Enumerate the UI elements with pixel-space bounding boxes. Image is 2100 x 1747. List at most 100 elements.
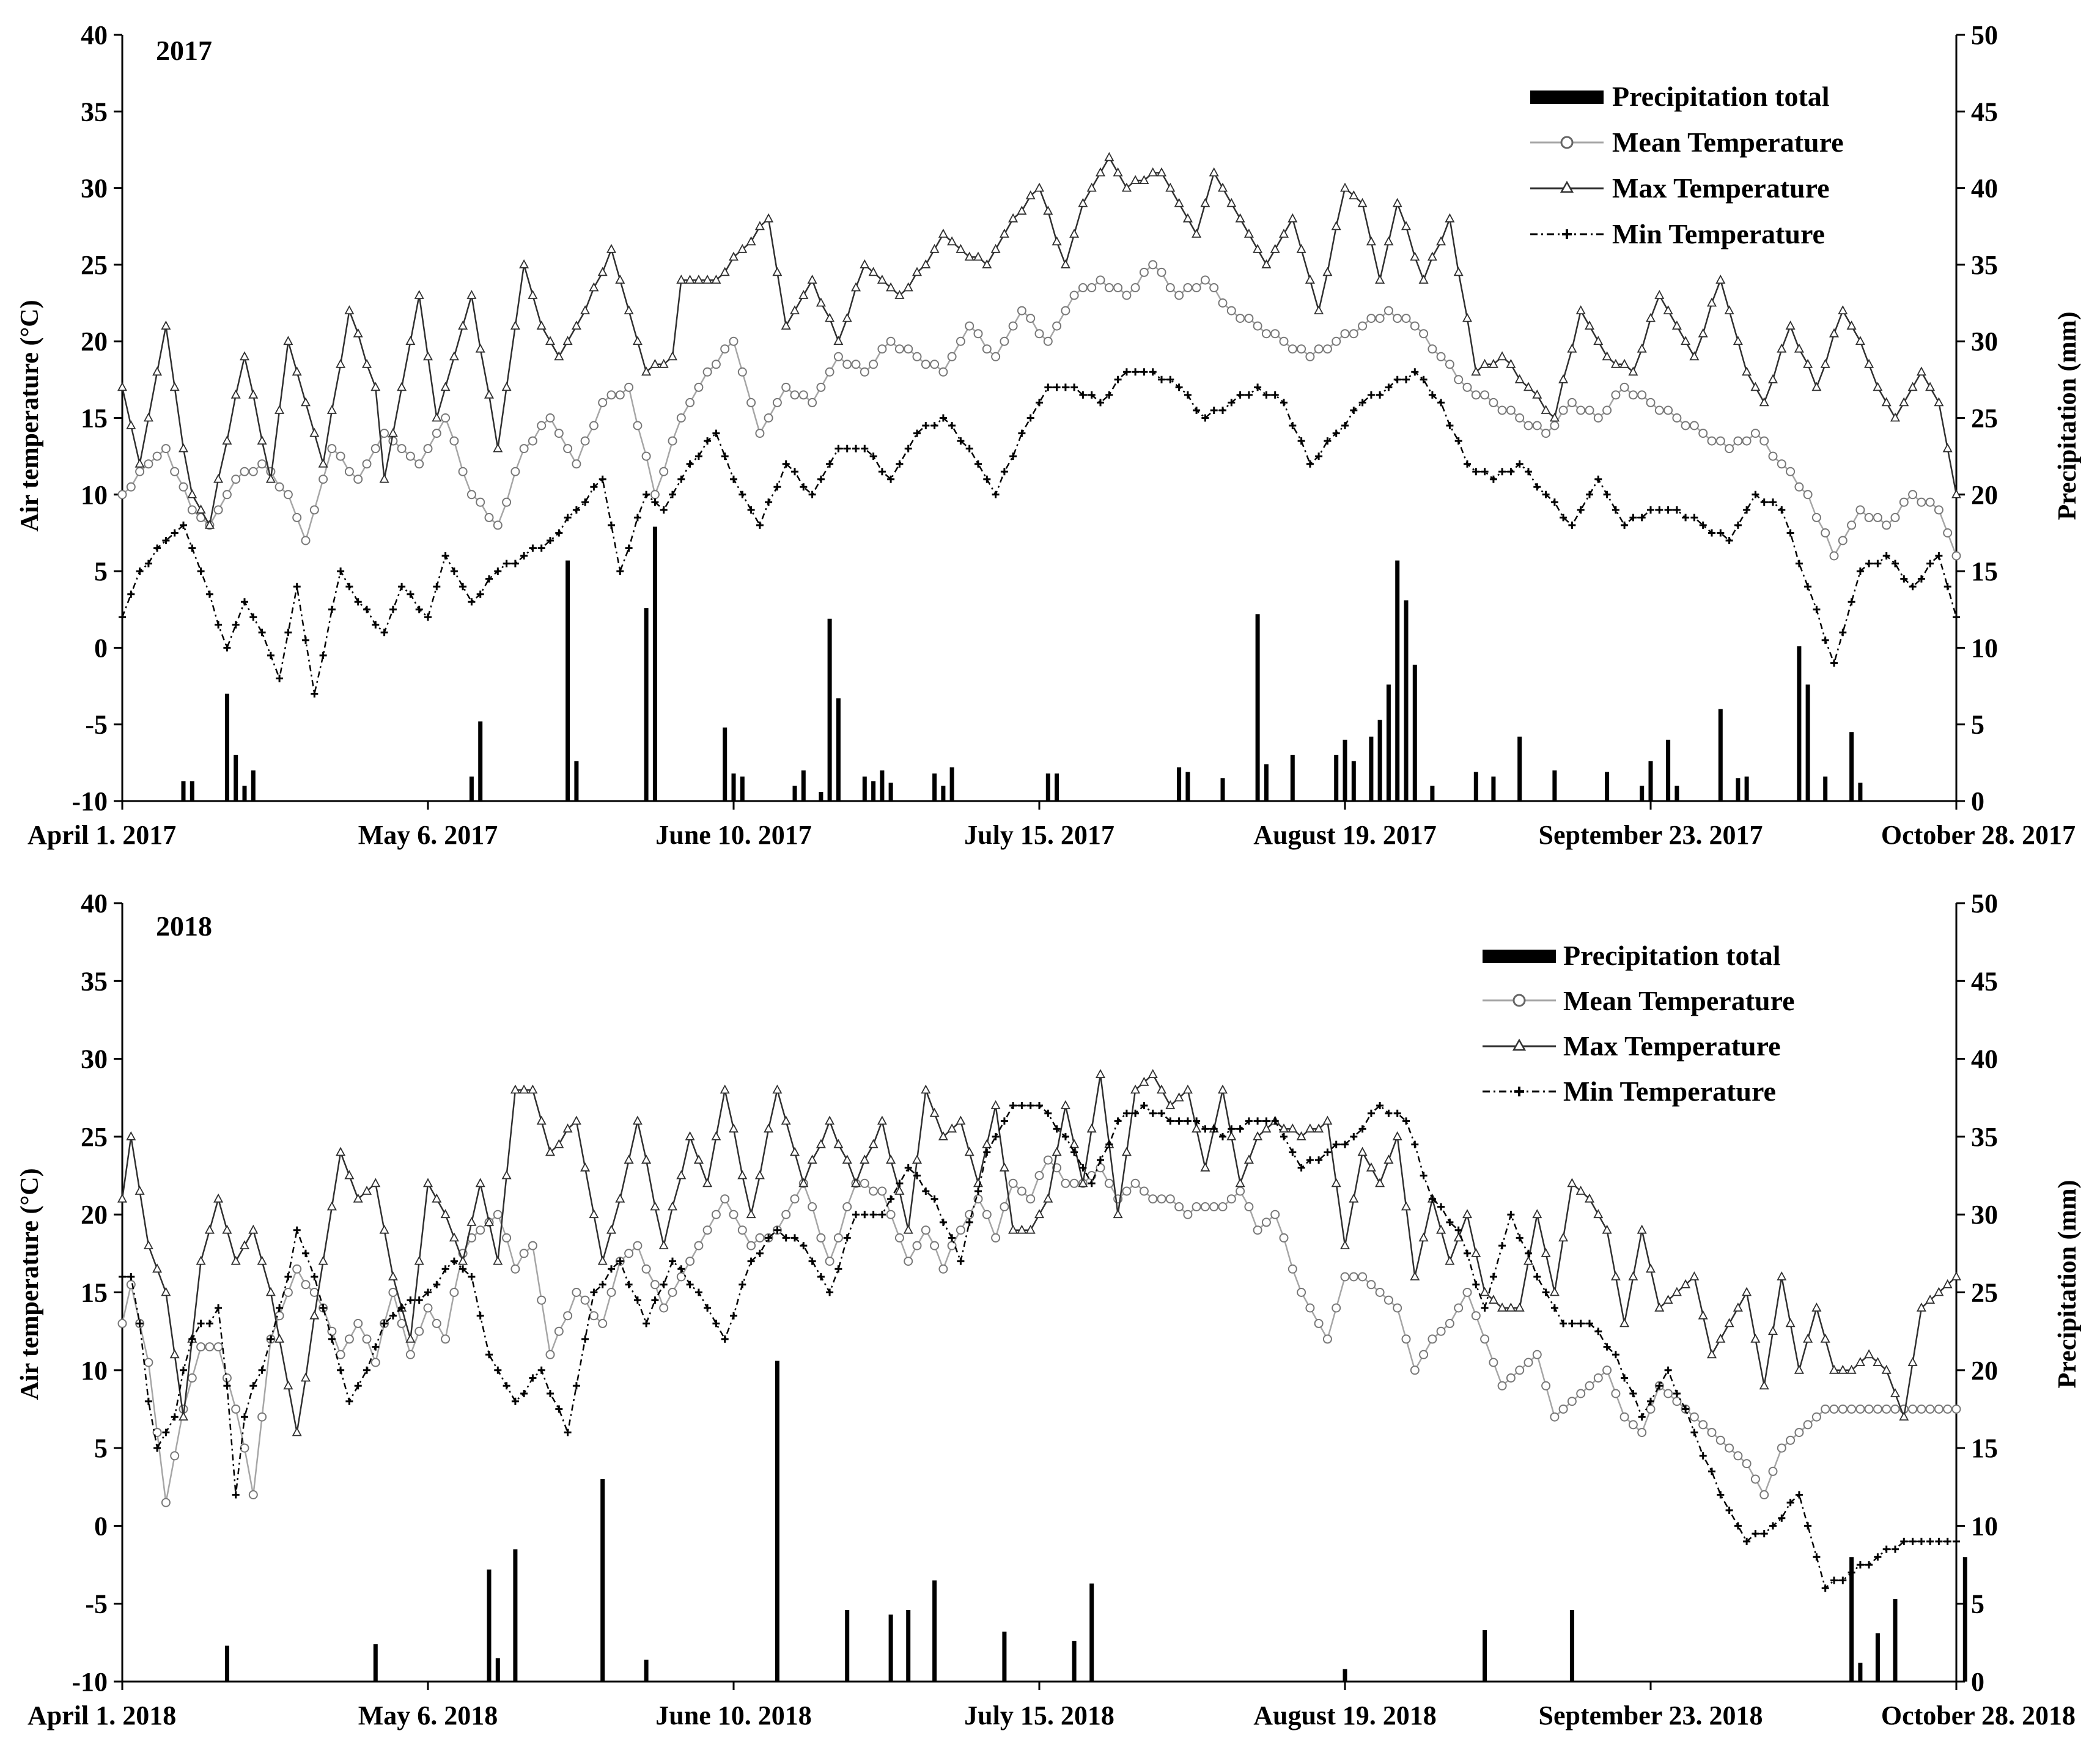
mean-temp-point	[248, 467, 258, 476]
min-temp-point	[1856, 567, 1864, 575]
mean-temp-point	[319, 475, 328, 484]
mean-temp-point	[414, 459, 424, 469]
min-temp-point	[599, 1280, 606, 1288]
mean-temp-point	[257, 459, 267, 469]
mean-temp-point	[668, 436, 677, 446]
max-temp-point	[1253, 243, 1263, 253]
max-temp-point	[1820, 1334, 1830, 1343]
max-temp-point	[1724, 1318, 1734, 1328]
min-temp-point	[686, 460, 694, 468]
min-temp-point	[1262, 1117, 1270, 1125]
y-right-tick-label: 15	[1971, 1433, 1998, 1463]
mean-temp-point	[694, 1241, 704, 1250]
mean-temp-point	[833, 352, 843, 361]
y-left-tick-label: -5	[85, 1589, 108, 1619]
y-right-tick-label: 50	[1971, 20, 1998, 50]
legend-swatch-precip	[1483, 950, 1556, 963]
min-temp-point	[694, 452, 702, 460]
precip-bar	[1343, 1669, 1347, 1682]
min-temp-point	[1193, 1117, 1201, 1125]
max-temp-point	[440, 382, 451, 391]
min-temp-point	[319, 651, 327, 659]
min-temp-point	[1621, 1374, 1629, 1382]
min-temp-point	[144, 1397, 152, 1405]
min-temp-point	[773, 1226, 781, 1234]
precip-bar	[1404, 600, 1409, 801]
max-temp-point	[842, 1154, 852, 1164]
max-temp-point	[1445, 213, 1455, 223]
mean-temp-point	[353, 475, 363, 484]
min-temp-point	[1097, 1156, 1104, 1164]
min-temp-point	[1254, 1117, 1262, 1125]
mean-temp-point	[152, 451, 162, 461]
min-temp-point	[433, 1280, 441, 1288]
max-temp-point	[1130, 1084, 1141, 1094]
min-temp-point	[1786, 1499, 1794, 1507]
min-temp-point	[1166, 375, 1174, 383]
min-temp-point	[127, 590, 135, 598]
precip-bar	[1334, 755, 1339, 801]
max-temp-point	[1462, 1209, 1473, 1219]
min-temp-point	[581, 498, 589, 506]
min-temp-point	[1647, 506, 1654, 514]
precip-bar	[1805, 684, 1810, 801]
precip-bar	[731, 773, 736, 801]
min-temp-point	[896, 1180, 904, 1187]
min-temp-point	[1140, 1102, 1148, 1109]
max-temp-point	[1383, 1154, 1394, 1164]
max-temp-point	[274, 405, 285, 414]
max-temp-point	[1549, 412, 1560, 422]
mean-temp-point	[1803, 1420, 1813, 1430]
min-temp-point	[494, 567, 502, 575]
mean-temp-point	[1139, 267, 1149, 277]
mean-temp-point	[1637, 390, 1647, 400]
mean-temp-point	[1628, 390, 1638, 400]
min-temp-point	[537, 544, 545, 552]
legend: Precipitation total Mean Temperature Max…	[1483, 940, 1795, 1107]
mean-temp-point	[781, 382, 791, 392]
mean-temp-point	[1174, 1202, 1184, 1211]
max-temp-point	[833, 336, 844, 345]
min-temp-point	[1542, 1288, 1550, 1296]
min-temp-point	[608, 1265, 615, 1273]
y-right-tick-label: 35	[1971, 1122, 1998, 1152]
mean-temp-point	[1462, 1288, 1472, 1297]
mean-temp-point	[1576, 405, 1586, 415]
mean-temp-point	[1689, 1412, 1699, 1422]
mean-temp-point	[1497, 405, 1507, 415]
precip-bar	[251, 770, 256, 801]
min-temp-point	[1132, 1109, 1140, 1117]
max-temp-point	[1401, 1201, 1412, 1211]
max-temp-point	[781, 1115, 791, 1125]
mean-temp-point	[1454, 375, 1464, 385]
max-temp-point	[1104, 152, 1114, 161]
precip-bar	[888, 782, 893, 801]
mean-temp-point	[1314, 1318, 1324, 1328]
min-temp-point	[572, 506, 580, 514]
max-temp-point	[1034, 1209, 1045, 1219]
y-left-tick-label: 15	[81, 404, 108, 434]
x-tick-label: April 1. 2018	[28, 1701, 176, 1730]
mean-temp-point	[1681, 421, 1690, 430]
min-temp-point	[1297, 437, 1305, 445]
max-temp-point	[711, 275, 721, 284]
min-temp-point	[485, 1351, 493, 1359]
max-temp-point	[1637, 1224, 1647, 1234]
precip-bar	[1377, 720, 1382, 801]
mean-temp-point	[144, 1357, 153, 1367]
max-temp-point	[1671, 1287, 1682, 1296]
mean-temp-point	[1733, 1451, 1743, 1461]
mean-temp-point	[1113, 283, 1123, 292]
min-temp-point	[564, 514, 572, 522]
max-temp-point	[336, 358, 346, 368]
mean-temp-point	[1786, 467, 1796, 476]
min-temp-point	[992, 1132, 1000, 1140]
min-temp-point	[1184, 1117, 1192, 1125]
max-temp-point	[1288, 1123, 1298, 1133]
min-temp-point	[407, 590, 414, 598]
precip-bar	[1430, 785, 1435, 801]
mean-temp-point	[1410, 321, 1420, 331]
max-temp-point	[1375, 275, 1385, 284]
mean-temp-point	[1523, 421, 1533, 430]
max-temp-point	[265, 473, 276, 483]
